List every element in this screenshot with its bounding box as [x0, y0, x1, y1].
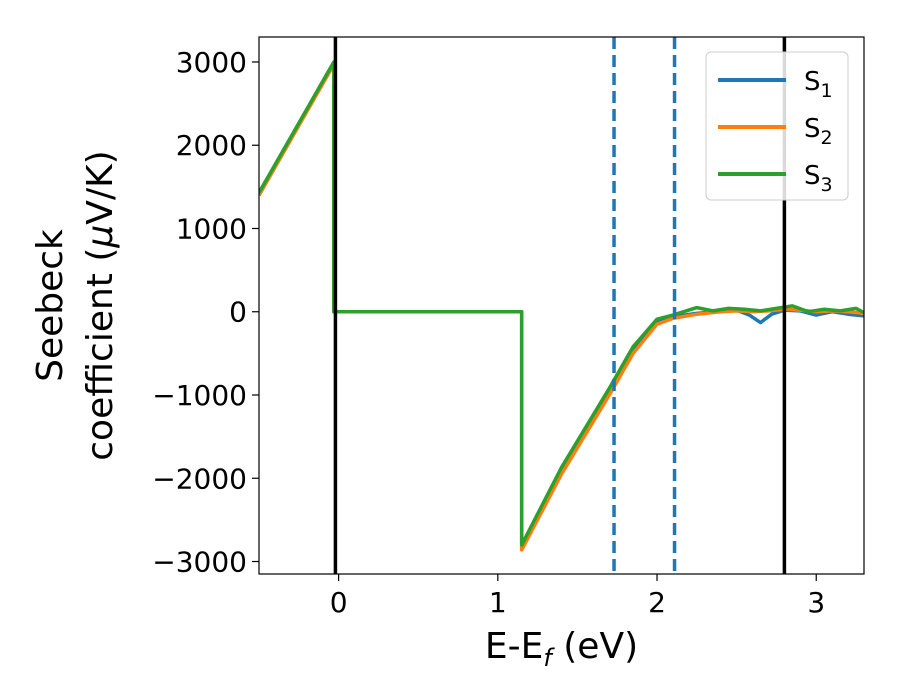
y-tick-label-1: −2000	[152, 462, 247, 495]
y-tick-label-2: −1000	[152, 379, 247, 412]
x-tick-label-2: 2	[648, 586, 666, 619]
axis-ticks: 0 1 2 3 −3000 −2000 −1000 0 1000 2000 3000	[152, 46, 825, 619]
y-axis-label-line1: Seebeck	[30, 229, 71, 382]
plot-frame	[258, 36, 865, 575]
y-tick-label-4: 1000	[176, 212, 247, 245]
y-axis-label: Seebeck coefficient (μV/K)	[30, 150, 121, 460]
x-axis-label-main: E-E	[485, 626, 543, 667]
y-tick-label-3: 0	[229, 296, 247, 329]
y-axis-label-mu: μ	[80, 225, 121, 249]
y-axis-label-line2: coefficient (μV/K)	[80, 150, 121, 460]
x-tick-label-3: 3	[807, 586, 825, 619]
y-axis-label-post: V/K)	[80, 150, 121, 224]
y-tick-label-5: 2000	[176, 129, 247, 162]
legend-label-2: S2	[804, 114, 833, 149]
y-tick-label-6: 3000	[176, 46, 247, 79]
x-tick-label-1: 1	[489, 586, 507, 619]
legend: S1 S2 S3	[705, 51, 849, 201]
series-line-3	[259, 60, 864, 547]
x-axis-label: E-Ef (eV)	[485, 626, 638, 672]
y-axis-label-pre: coefficient (	[80, 248, 121, 461]
y-tick-label-0: −3000	[152, 546, 247, 579]
legend-label-1: S1	[804, 67, 833, 102]
x-tick-label-0: 0	[330, 586, 348, 619]
x-axis-label-unit: (eV)	[552, 626, 638, 667]
legend-label-3: S3	[804, 161, 833, 196]
